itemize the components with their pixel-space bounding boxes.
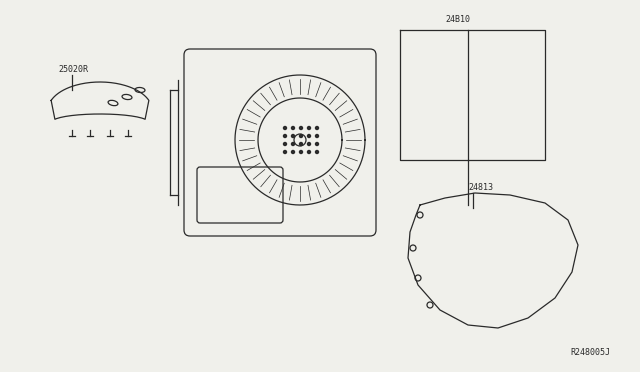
Circle shape [315, 126, 319, 130]
Circle shape [307, 126, 311, 130]
Circle shape [291, 142, 295, 146]
Circle shape [299, 150, 303, 154]
Circle shape [283, 150, 287, 154]
Circle shape [299, 142, 303, 146]
Circle shape [307, 134, 311, 138]
Circle shape [315, 150, 319, 154]
Circle shape [283, 134, 287, 138]
Text: R248005J: R248005J [570, 348, 610, 357]
Circle shape [283, 142, 287, 146]
Text: 24813: 24813 [468, 183, 493, 192]
Circle shape [315, 142, 319, 146]
Circle shape [291, 134, 295, 138]
Circle shape [307, 142, 311, 146]
Circle shape [291, 126, 295, 130]
Circle shape [291, 150, 295, 154]
Circle shape [315, 134, 319, 138]
Circle shape [299, 134, 303, 138]
Circle shape [283, 126, 287, 130]
Circle shape [307, 150, 311, 154]
Circle shape [299, 126, 303, 130]
Text: 25020R: 25020R [58, 65, 88, 74]
Text: 24B10: 24B10 [445, 15, 470, 24]
